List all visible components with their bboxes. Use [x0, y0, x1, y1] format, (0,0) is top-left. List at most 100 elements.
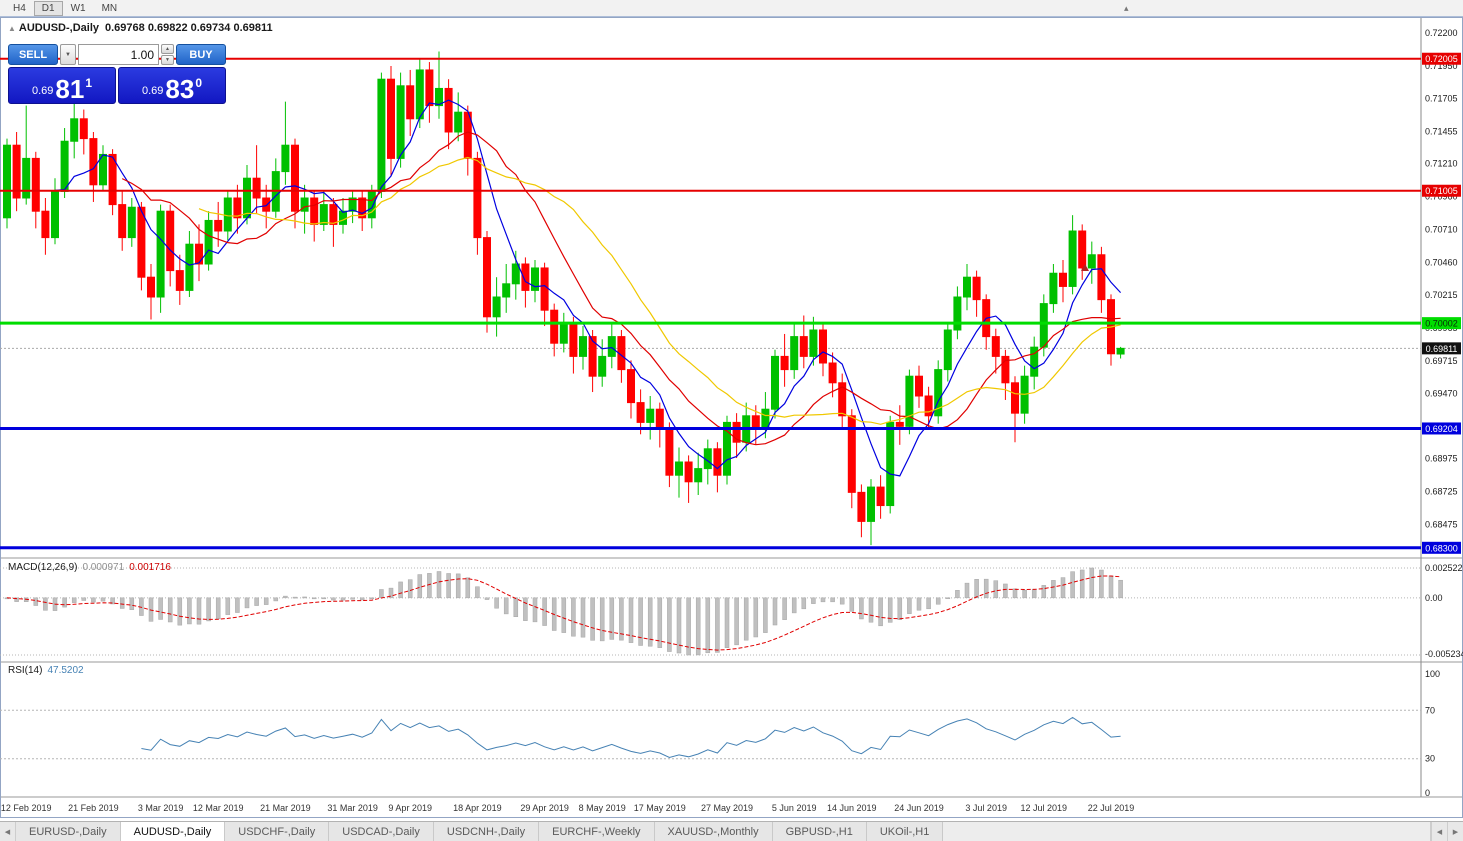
tabs-prev-icon[interactable]: ◀ — [1431, 822, 1447, 841]
volume-down-icon[interactable]: ▼ — [161, 55, 174, 65]
candle — [243, 177, 251, 219]
timeframe-h4-button[interactable]: H4 — [5, 1, 34, 16]
macd-bar — [1003, 583, 1008, 599]
macd-bar — [619, 597, 624, 641]
candle — [195, 243, 203, 265]
macd-bar — [580, 597, 586, 638]
macd-bar — [359, 597, 365, 601]
rsi-axis-label: 100 — [1425, 669, 1440, 679]
buy-price-box[interactable]: 0.69 83 0 — [118, 67, 226, 104]
macd-bar — [110, 597, 115, 605]
chart-arrow-marker[interactable] — [1081, 264, 1089, 271]
candle — [60, 140, 69, 192]
sell-button[interactable]: SELL — [8, 44, 58, 65]
macd-bar — [638, 597, 643, 646]
rsi-layer — [0, 709, 1421, 760]
tab-gbpusd-h1[interactable]: GBPUSD-,H1 — [772, 822, 867, 841]
candle — [79, 118, 88, 140]
candle — [963, 276, 971, 298]
macd-bar — [187, 597, 192, 625]
chart-ohlc-values: 0.69768 0.69822 0.69734 0.69811 — [105, 22, 273, 34]
candle — [857, 491, 866, 522]
date-label: 22 Jul 2019 — [1088, 803, 1135, 813]
sell-price-box[interactable]: 0.69 81 1 — [8, 67, 116, 104]
macd-bar — [763, 597, 768, 633]
macd-bar — [724, 597, 730, 648]
date-label: 14 Jun 2019 — [827, 803, 877, 813]
level-badge-0.68300 — [1422, 541, 1461, 554]
buy-button[interactable]: BUY — [176, 44, 226, 65]
macd-bar — [465, 577, 471, 599]
candle — [291, 144, 299, 212]
macd-bar — [1012, 588, 1018, 599]
date-label: 12 Jul 2019 — [1021, 803, 1068, 813]
volume-dropdown-icon[interactable]: ▼ — [60, 44, 76, 65]
candle — [387, 78, 395, 159]
candle — [540, 267, 549, 311]
toolbar-overflow-icon[interactable]: ▴ — [1124, 3, 1129, 13]
tabs-scroll-left-icon[interactable]: ◀ — [0, 822, 16, 841]
date-axis[interactable]: 12 Feb 2019 21 Feb 2019 3 Mar 2019 12 Mar 2… — [1, 803, 1134, 813]
tab-audusd-daily[interactable]: AUDUSD-,Daily — [120, 822, 226, 841]
candle — [646, 408, 655, 423]
date-label: 24 Jun 2019 — [894, 803, 944, 813]
tab-ukoil-h1[interactable]: UKOil-,H1 — [866, 822, 944, 841]
price-tick: 0.71210 — [1425, 159, 1458, 169]
level-badge-0.70002 — [1422, 317, 1461, 330]
macd-bar — [935, 597, 941, 605]
tab-usdcad-daily[interactable]: USDCAD-,Daily — [329, 822, 434, 841]
macd-bar — [628, 597, 634, 643]
candle — [991, 336, 1000, 357]
sell-price-big: 81 — [55, 73, 85, 104]
candle — [771, 355, 779, 410]
candle — [41, 210, 50, 239]
tab-eurchf-weekly[interactable]: EURCHF-,Weekly — [539, 822, 655, 841]
macd-bar — [532, 597, 538, 623]
macd-bar — [379, 589, 384, 599]
macd-bar — [1118, 579, 1123, 599]
volume-up-icon[interactable]: ▲ — [161, 44, 174, 54]
macd-bar — [215, 597, 221, 620]
level-badge-0.69204 — [1422, 422, 1461, 435]
candle — [799, 336, 808, 357]
candle — [675, 461, 683, 476]
rsi-axis-label: 0 — [1425, 788, 1430, 798]
date-label: 27 May 2019 — [701, 803, 753, 813]
volume-input[interactable] — [78, 44, 159, 65]
timeframe-d1-button[interactable]: D1 — [33, 0, 63, 16]
tab-xauusd-monthly[interactable]: XAUUSD-,Monthly — [654, 822, 773, 841]
candle — [924, 395, 933, 417]
candle — [319, 204, 328, 225]
macd-bar — [561, 597, 567, 633]
macd-bar — [283, 595, 288, 599]
tabs-next-icon[interactable]: ▶ — [1447, 822, 1463, 841]
timeframe-toolbar: H4 D1 W1 MN ▴ — [0, 0, 1463, 17]
macd-bar — [868, 597, 874, 623]
rsi-axis-label: 70 — [1425, 705, 1435, 715]
candle — [444, 87, 453, 133]
tab-usdcnh-daily[interactable]: USDCNH-,Daily — [433, 822, 540, 841]
candle — [790, 336, 799, 371]
timeframe-w1-button[interactable]: W1 — [63, 1, 94, 16]
price-tick: 0.72200 — [1425, 28, 1458, 38]
macd-bar — [734, 597, 739, 646]
candle — [819, 329, 827, 364]
timeframe-mn-button[interactable]: MN — [94, 1, 126, 16]
price-tick: 0.69470 — [1425, 388, 1458, 398]
chart-frame — [0, 17, 1463, 818]
candle — [156, 210, 165, 298]
panel-collapse-icon[interactable]: ▲ — [8, 24, 16, 33]
candle — [358, 197, 367, 219]
price-axis[interactable]: 0.722000.719500.717050.714550.712100.709… — [1422, 28, 1461, 554]
tabs-nav-right: ◀ ▶ — [1430, 822, 1463, 841]
macd-bar — [71, 597, 77, 603]
candle — [473, 157, 482, 239]
candle — [1087, 254, 1096, 269]
candle — [559, 322, 568, 344]
candle — [1116, 347, 1125, 355]
macd-bar — [158, 597, 163, 620]
tab-eurusd-daily[interactable]: EURUSD-,Daily — [16, 822, 121, 841]
macd-bar — [503, 597, 509, 615]
tab-usdchf-daily[interactable]: USDCHF-,Daily — [225, 822, 330, 841]
